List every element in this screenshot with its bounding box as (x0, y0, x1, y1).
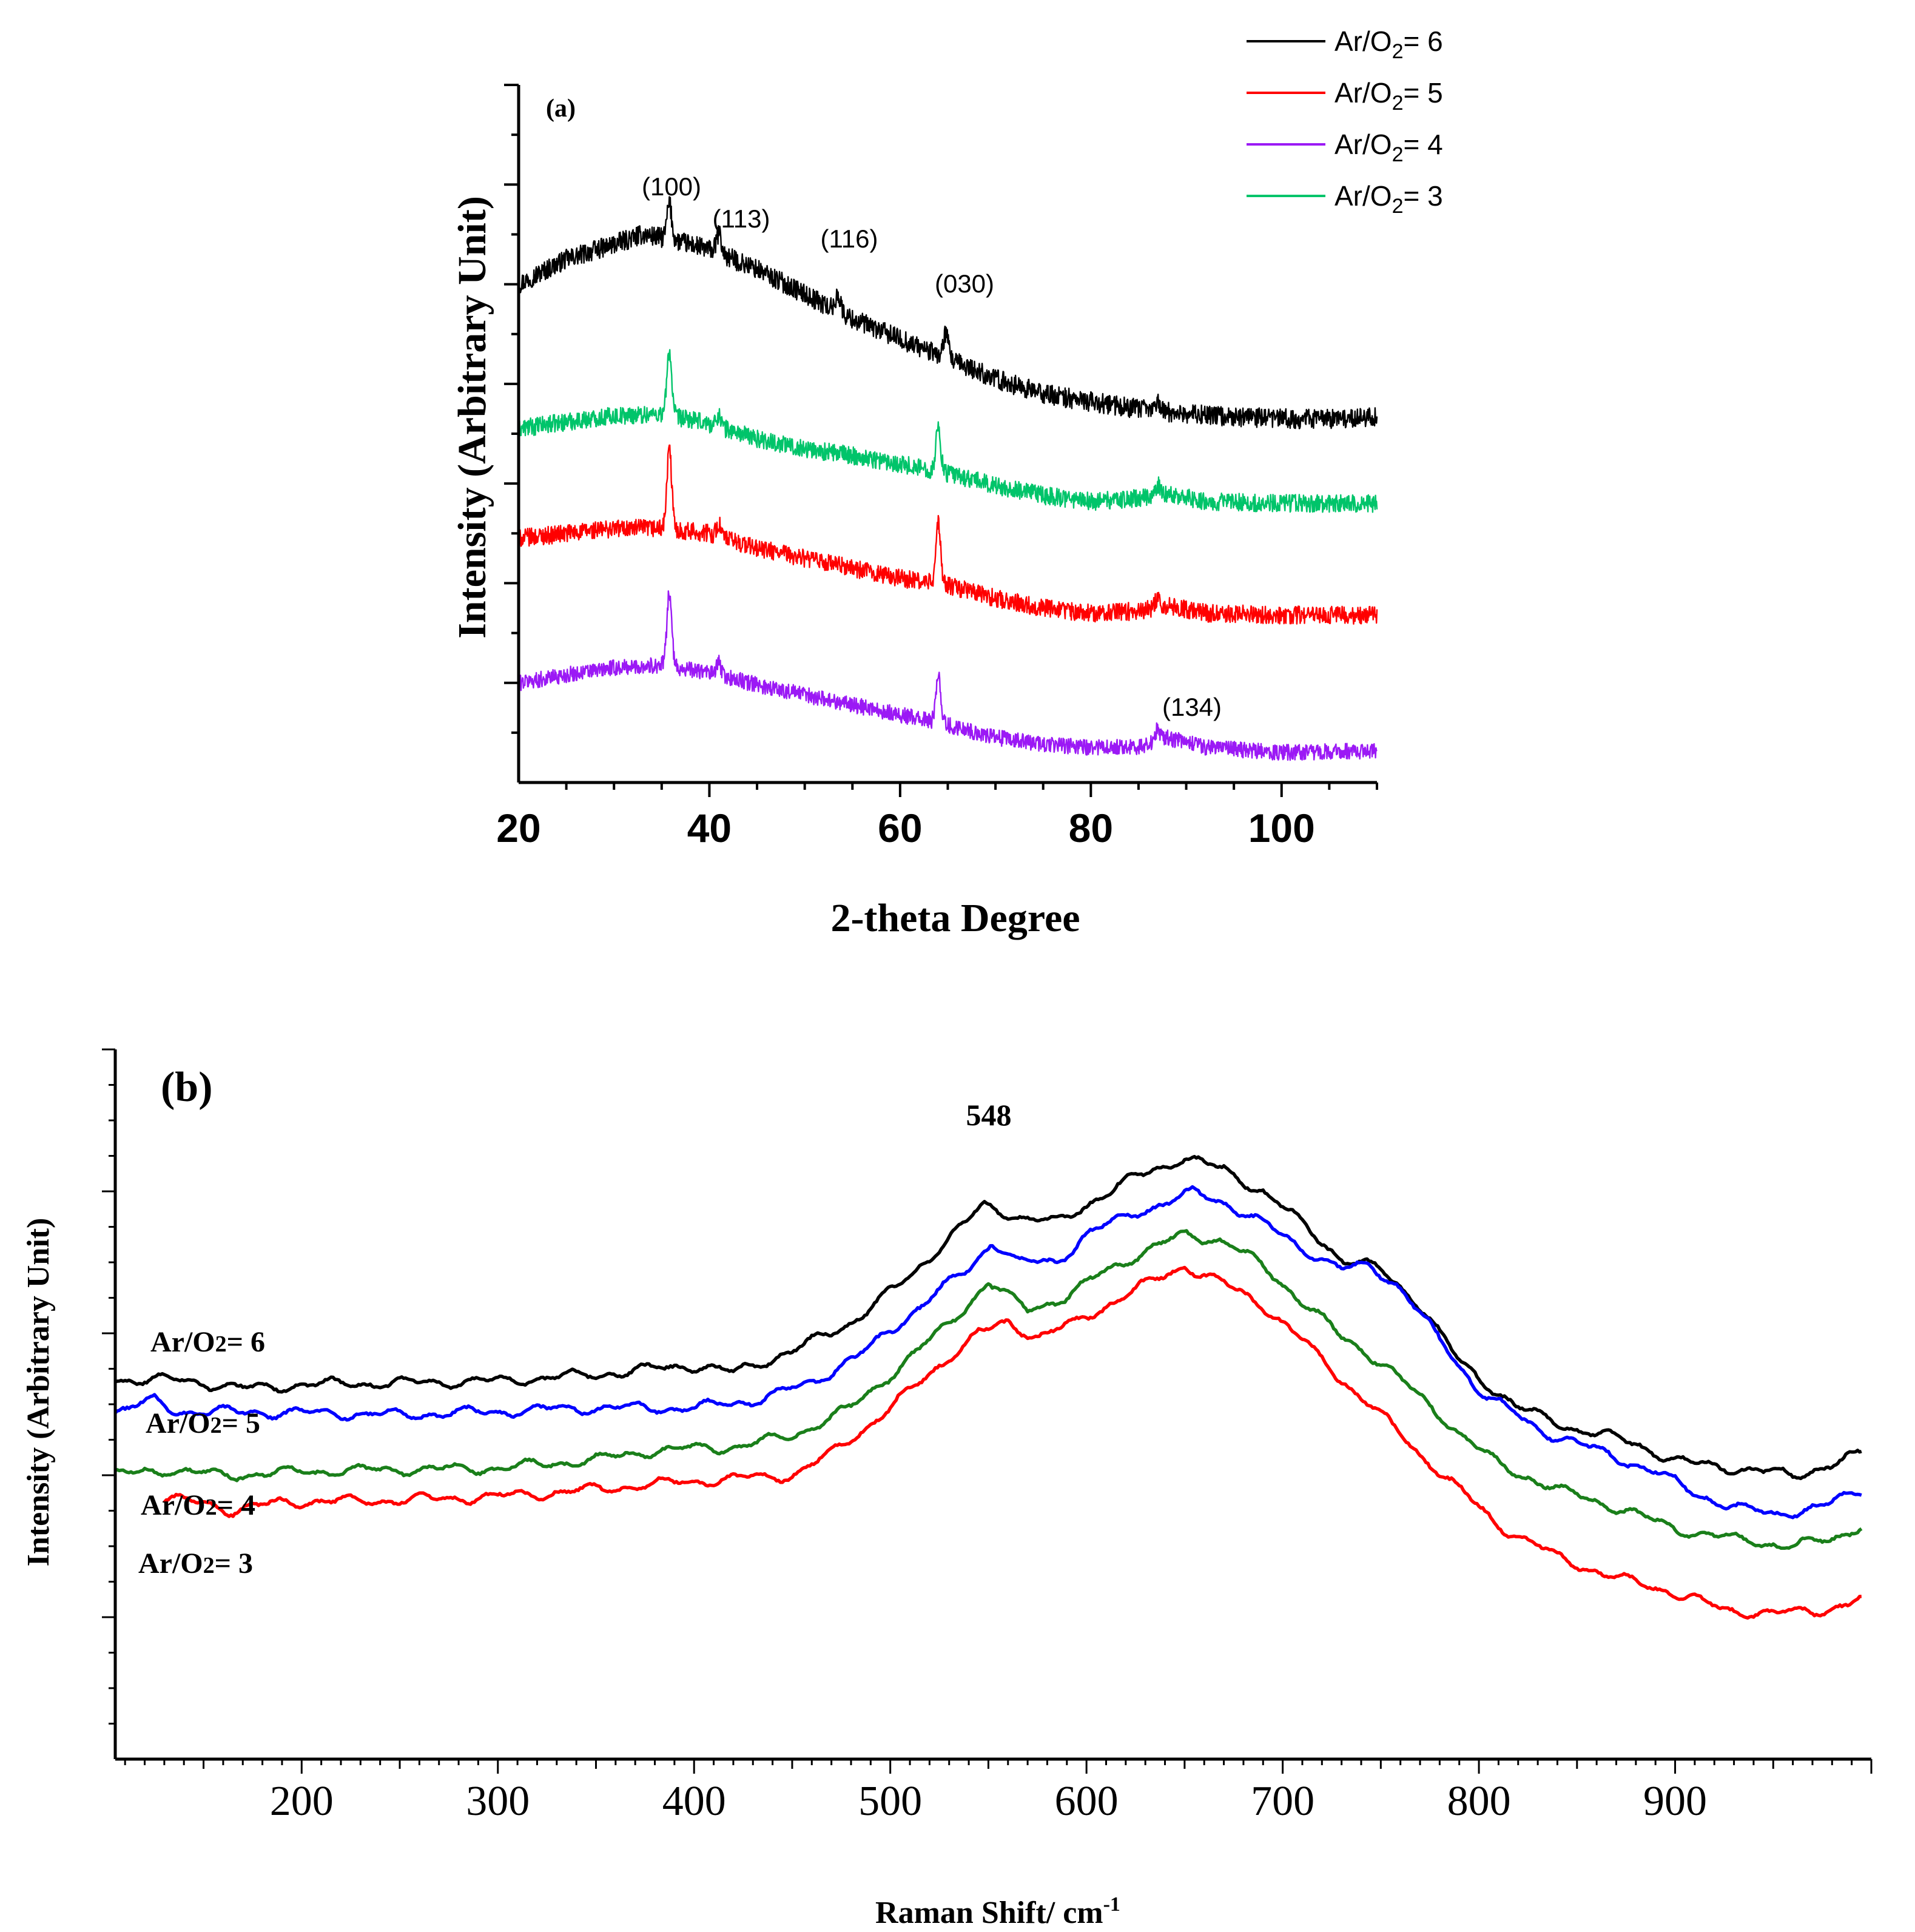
peak-label-548: 548 (966, 1098, 1012, 1132)
raman-x-tick-label: 500 (858, 1778, 922, 1825)
raman-x-tick-labels: 200 300 400 500 600 700 800 900 (270, 1778, 1707, 1825)
raman-axes (102, 1048, 1873, 1774)
raman-chart-panel-b: 200 300 400 500 600 700 800 900 (b) 548 Ar/O2= … (21, 1048, 1873, 1930)
xrd-x-tick-label: 80 (1069, 806, 1113, 850)
peak-label-030: (030) (935, 269, 994, 298)
raman-x-tick-label: 700 (1251, 1778, 1314, 1825)
xrd-x-axis-title: 2-theta Degree (830, 896, 1080, 940)
xrd-x-tick-labels: 20 40 60 80 100 (496, 806, 1315, 850)
raman-x-tick-label: 400 (662, 1778, 726, 1825)
raman-series-ar-o2-6 (115, 1154, 1862, 1481)
xrd-x-tick-label: 60 (878, 806, 922, 850)
xrd-series-ar-o2-5 (517, 444, 1378, 625)
raman-series-group (114, 1154, 1863, 1620)
xrd-y-axis-title: Intensity (Arbitrary Unit) (450, 196, 494, 639)
raman-series-label-ar-o2-6: Ar/O2= 6 (150, 1326, 265, 1358)
raman-series-ar-o2-4 (114, 1229, 1863, 1550)
peak-label-134: (134) (1162, 693, 1222, 721)
raman-series-ar-o2-5 (114, 1185, 1862, 1520)
panel-a-label: (a) (546, 95, 576, 123)
xrd-series-ar-o2-6 (517, 196, 1378, 429)
legend-label-ar-o2-3: Ar/O2= 3 (1334, 180, 1443, 218)
xrd-series-ar-o2-4 (517, 590, 1378, 761)
raman-series-label-ar-o2-5: Ar/O2= 5 (146, 1407, 260, 1439)
xrd-x-tick-label: 20 (496, 806, 540, 850)
raman-x-tick-label: 800 (1447, 1778, 1511, 1825)
legend-label-ar-o2-6: Ar/O2= 6 (1334, 25, 1443, 63)
xrd-x-tick-label: 100 (1248, 806, 1315, 850)
legend-entry-ar-o2-5: Ar/O2= 5 (1247, 77, 1443, 115)
xrd-x-tick-label: 40 (687, 806, 732, 850)
raman-x-axis-title: Raman Shift/ cm-1 (875, 1893, 1120, 1930)
raman-series-label-ar-o2-3: Ar/O2= 3 (138, 1547, 253, 1580)
raman-x-tick-label: 300 (466, 1778, 530, 1825)
legend-entry-ar-o2-3: Ar/O2= 3 (1247, 180, 1443, 218)
raman-y-axis-title: Intensity (Arbitrary Unit) (21, 1218, 56, 1567)
raman-x-tick-label: 200 (270, 1778, 334, 1825)
legend-entry-ar-o2-6: Ar/O2= 6 (1247, 25, 1443, 63)
xrd-axes (504, 84, 1378, 797)
legend-entry-ar-o2-4: Ar/O2= 4 (1247, 129, 1443, 166)
legend-label-ar-o2-5: Ar/O2= 5 (1334, 77, 1443, 115)
panel-b-label: (b) (161, 1064, 213, 1111)
xrd-series-group (517, 196, 1378, 761)
legend-label-ar-o2-4: Ar/O2= 4 (1334, 129, 1443, 166)
raman-x-tick-label: 900 (1643, 1778, 1707, 1825)
raman-series-ar-o2-3 (163, 1265, 1862, 1620)
raman-x-tick-label: 600 (1055, 1778, 1119, 1825)
xrd-chart-panel-a: 20 40 60 80 100 (a) (100) (113) (116) (030) … (450, 25, 1443, 940)
peak-label-113: (113) (713, 204, 770, 233)
xrd-series-ar-o2-3 (517, 349, 1378, 513)
raman-series-label-ar-o2-4: Ar/O2= 4 (141, 1489, 255, 1521)
peak-label-100: (100) (642, 172, 701, 201)
peak-label-116: (116) (821, 224, 878, 253)
xrd-legend: Ar/O2= 6 Ar/O2= 5 Ar/O2= 4 Ar/O2= 3 (1247, 25, 1443, 218)
